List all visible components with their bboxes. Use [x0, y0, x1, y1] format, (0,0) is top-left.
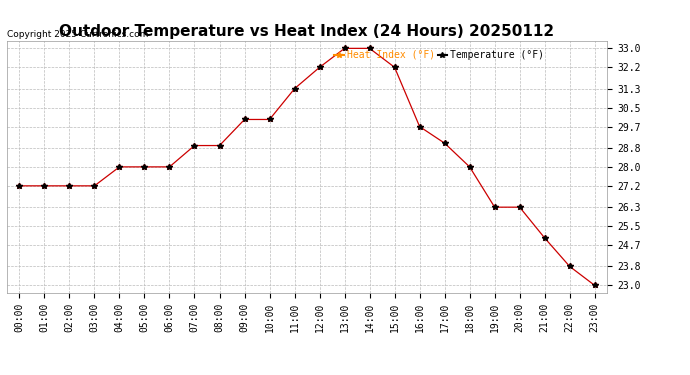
Text: Copyright 2025 Curtronics.com: Copyright 2025 Curtronics.com [7, 30, 148, 39]
Legend: Heat Index (°F), Temperature (°F): Heat Index (°F), Temperature (°F) [330, 46, 548, 64]
Title: Outdoor Temperature vs Heat Index (24 Hours) 20250112: Outdoor Temperature vs Heat Index (24 Ho… [59, 24, 555, 39]
